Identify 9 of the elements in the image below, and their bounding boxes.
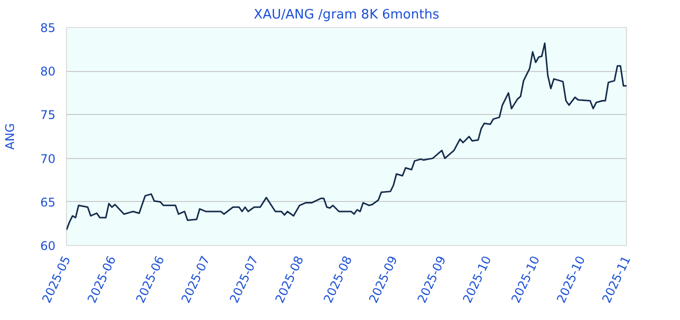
y-axis-title: ANG: [3, 123, 18, 150]
y-tick-label: 60: [40, 239, 56, 253]
y-tick-label: 65: [40, 195, 56, 210]
y-tick-label: 80: [40, 64, 56, 79]
chart-title: XAU/ANG /gram 8K 6months: [254, 8, 440, 22]
line-series: [66, 42, 626, 231]
y-tick-label: 85: [40, 21, 56, 35]
y-tick-label: 75: [40, 108, 56, 122]
y-tick-label: 70: [40, 152, 56, 166]
